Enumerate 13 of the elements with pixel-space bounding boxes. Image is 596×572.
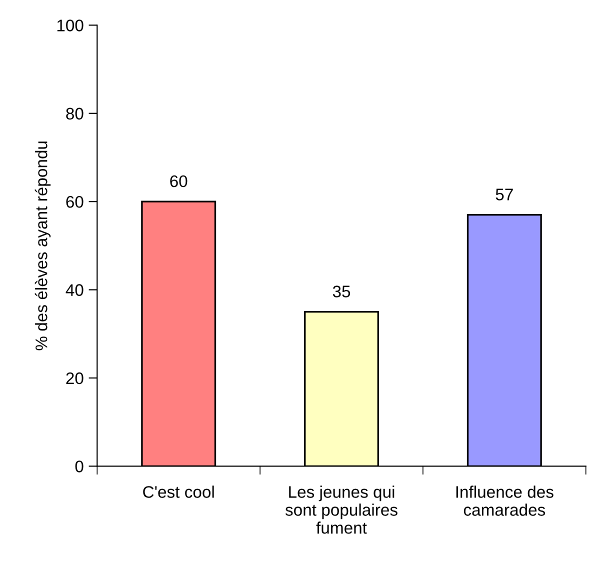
x-tick-label: Influence des camarades xyxy=(456,486,554,516)
y-tick-label: 40 xyxy=(66,284,84,296)
y-tick-label: 20 xyxy=(66,372,84,384)
y-tick-label: 0 xyxy=(75,460,84,472)
y-axis-title: % des élèves ayant répondu xyxy=(34,142,51,350)
x-tick-label: Les jeunes qui sont populaires fument xyxy=(285,486,398,534)
data-label: 60 xyxy=(170,175,188,188)
data-label: 57 xyxy=(496,188,513,200)
data-label: 35 xyxy=(332,286,350,298)
y-tick-label: 60 xyxy=(66,196,84,208)
y-tick-label: 100 xyxy=(57,20,84,32)
y-tick-label: 80 xyxy=(66,108,84,120)
x-tick-label: C'est cool xyxy=(143,486,214,498)
